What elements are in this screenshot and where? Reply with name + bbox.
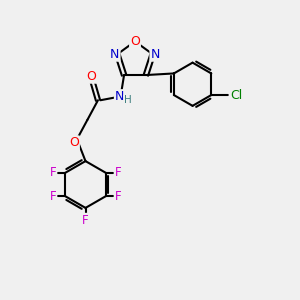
Text: F: F — [82, 214, 89, 227]
Text: F: F — [115, 190, 122, 203]
Text: F: F — [115, 166, 122, 179]
Text: O: O — [87, 70, 97, 83]
Text: O: O — [130, 35, 140, 48]
Text: H: H — [124, 95, 132, 105]
Text: Cl: Cl — [230, 88, 242, 101]
Text: N: N — [110, 48, 120, 61]
Text: O: O — [69, 136, 79, 149]
Text: N: N — [150, 48, 160, 61]
Text: N: N — [115, 90, 124, 103]
Text: F: F — [50, 166, 56, 179]
Text: F: F — [50, 190, 56, 203]
